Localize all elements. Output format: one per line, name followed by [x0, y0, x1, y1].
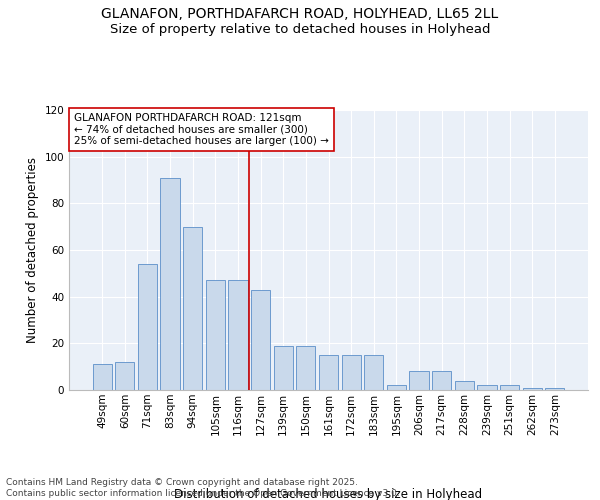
Bar: [296, 346, 316, 390]
Bar: [364, 355, 383, 390]
Text: GLANAFON, PORTHDAFARCH ROAD, HOLYHEAD, LL65 2LL: GLANAFON, PORTHDAFARCH ROAD, HOLYHEAD, L…: [101, 8, 499, 22]
Text: GLANAFON PORTHDAFARCH ROAD: 121sqm
← 74% of detached houses are smaller (300)
25: GLANAFON PORTHDAFARCH ROAD: 121sqm ← 74%…: [74, 113, 329, 146]
Bar: [432, 372, 451, 390]
Bar: [455, 380, 474, 390]
Y-axis label: Number of detached properties: Number of detached properties: [26, 157, 39, 343]
Bar: [183, 226, 202, 390]
Bar: [387, 386, 406, 390]
Bar: [341, 355, 361, 390]
Bar: [319, 355, 338, 390]
Bar: [523, 388, 542, 390]
Bar: [409, 372, 428, 390]
Bar: [138, 264, 157, 390]
X-axis label: Distribution of detached houses by size in Holyhead: Distribution of detached houses by size …: [175, 488, 482, 500]
Bar: [251, 290, 270, 390]
Bar: [206, 280, 225, 390]
Bar: [477, 386, 497, 390]
Bar: [115, 362, 134, 390]
Text: Contains HM Land Registry data © Crown copyright and database right 2025.
Contai: Contains HM Land Registry data © Crown c…: [6, 478, 400, 498]
Bar: [92, 364, 112, 390]
Bar: [545, 388, 565, 390]
Text: Size of property relative to detached houses in Holyhead: Size of property relative to detached ho…: [110, 22, 490, 36]
Bar: [160, 178, 180, 390]
Bar: [229, 280, 248, 390]
Bar: [274, 346, 293, 390]
Bar: [500, 386, 519, 390]
